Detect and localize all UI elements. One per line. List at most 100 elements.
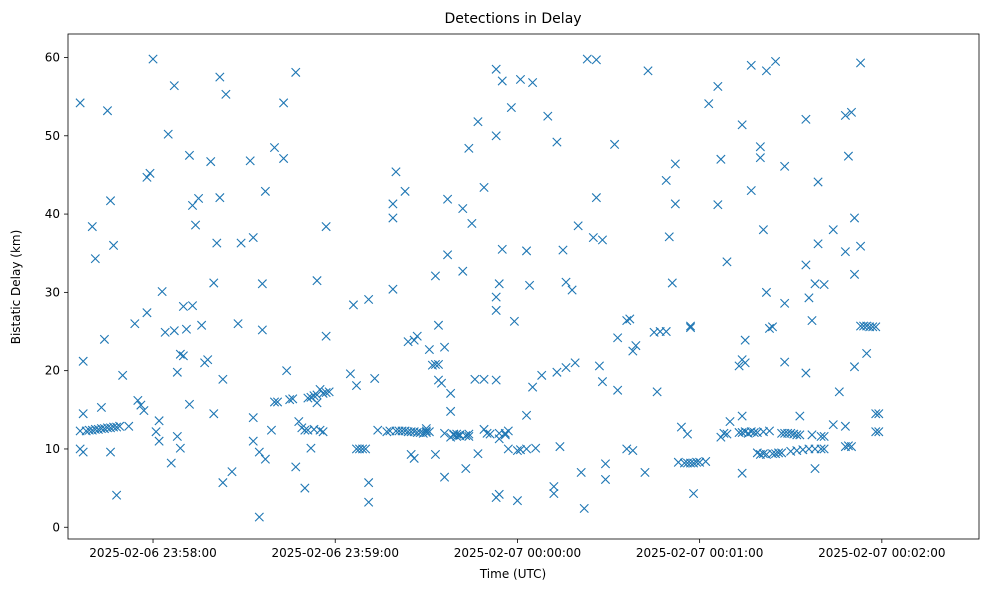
data-point — [461, 463, 471, 474]
data-point — [421, 427, 431, 438]
data-point — [303, 393, 313, 403]
data-point — [828, 225, 838, 235]
data-point — [840, 421, 850, 431]
data-point — [810, 463, 820, 474]
data-point — [704, 99, 714, 109]
data-point — [148, 54, 158, 64]
data-point — [764, 426, 775, 436]
data-point — [452, 431, 462, 442]
data-point — [871, 427, 881, 437]
data-point — [652, 387, 662, 397]
data-point — [105, 447, 116, 457]
y-tick-label: 20 — [45, 364, 60, 378]
data-point — [218, 374, 228, 384]
data-point — [834, 387, 844, 397]
data-point — [227, 467, 237, 477]
data-point — [819, 279, 829, 290]
data-point — [245, 156, 255, 166]
data-point — [628, 445, 638, 456]
data-point — [197, 320, 207, 330]
data-point — [594, 361, 605, 371]
data-point — [528, 77, 538, 88]
data-point — [388, 199, 398, 209]
data-point — [582, 54, 592, 64]
data-point — [846, 442, 857, 452]
data-point — [855, 241, 866, 251]
data-point — [154, 436, 164, 446]
data-point — [345, 369, 355, 379]
data-point — [193, 193, 204, 204]
data-point — [643, 66, 653, 76]
data-point — [761, 66, 772, 76]
data-point — [561, 362, 571, 373]
data-point — [746, 60, 756, 70]
data-point — [212, 238, 222, 248]
data-point — [579, 503, 589, 514]
data-point — [154, 416, 164, 426]
data-point — [515, 74, 526, 84]
data-point — [75, 98, 85, 108]
data-point — [813, 177, 823, 187]
data-point — [716, 432, 726, 442]
data-point — [321, 331, 331, 341]
x-axis-label: Time (UTC) — [479, 567, 546, 581]
data-point — [600, 474, 611, 485]
data-point — [524, 280, 535, 290]
data-point — [142, 172, 152, 182]
data-point — [439, 342, 450, 352]
data-point — [215, 72, 225, 82]
data-point — [810, 279, 820, 289]
data-point — [312, 398, 322, 408]
data-point — [388, 284, 398, 294]
data-point — [136, 400, 146, 410]
data-point — [324, 387, 334, 397]
data-point — [625, 314, 635, 324]
data-point — [531, 443, 541, 453]
y-tick-label: 10 — [45, 442, 60, 456]
data-point — [846, 107, 857, 117]
data-point — [740, 358, 750, 368]
data-point — [187, 301, 198, 311]
data-point — [294, 416, 304, 427]
data-point — [172, 367, 182, 377]
data-point — [628, 346, 638, 356]
data-point — [758, 225, 768, 235]
data-point — [436, 378, 447, 388]
data-point — [491, 131, 501, 141]
data-point — [187, 200, 198, 211]
data-point — [801, 114, 811, 124]
data-point — [849, 213, 860, 223]
data-point — [549, 489, 559, 499]
data-point — [133, 395, 143, 406]
data-point — [300, 483, 310, 493]
data-point — [130, 319, 140, 329]
data-point — [725, 416, 735, 427]
data-point — [613, 333, 623, 343]
data-point — [306, 443, 316, 453]
data-point — [843, 441, 854, 451]
data-point — [840, 110, 850, 121]
data-point — [321, 222, 331, 232]
data-point — [664, 232, 674, 242]
data-point — [506, 103, 516, 113]
data-point — [163, 129, 173, 139]
data-point — [755, 142, 765, 152]
y-tick-label: 30 — [45, 285, 60, 299]
data-point — [209, 409, 219, 419]
data-point — [312, 390, 322, 400]
data-point — [464, 431, 474, 442]
data-point — [552, 137, 562, 147]
data-point — [221, 89, 231, 99]
data-point — [254, 512, 264, 522]
data-point — [388, 213, 398, 223]
data-point — [722, 257, 732, 267]
data-point — [166, 458, 176, 468]
data-point — [567, 285, 577, 295]
data-point — [87, 222, 97, 232]
chart-title: Detections in Delay — [444, 11, 581, 27]
data-point — [688, 489, 699, 499]
data-point — [868, 322, 878, 332]
data-point — [528, 382, 538, 392]
data-point — [260, 454, 270, 464]
data-point — [257, 325, 267, 335]
